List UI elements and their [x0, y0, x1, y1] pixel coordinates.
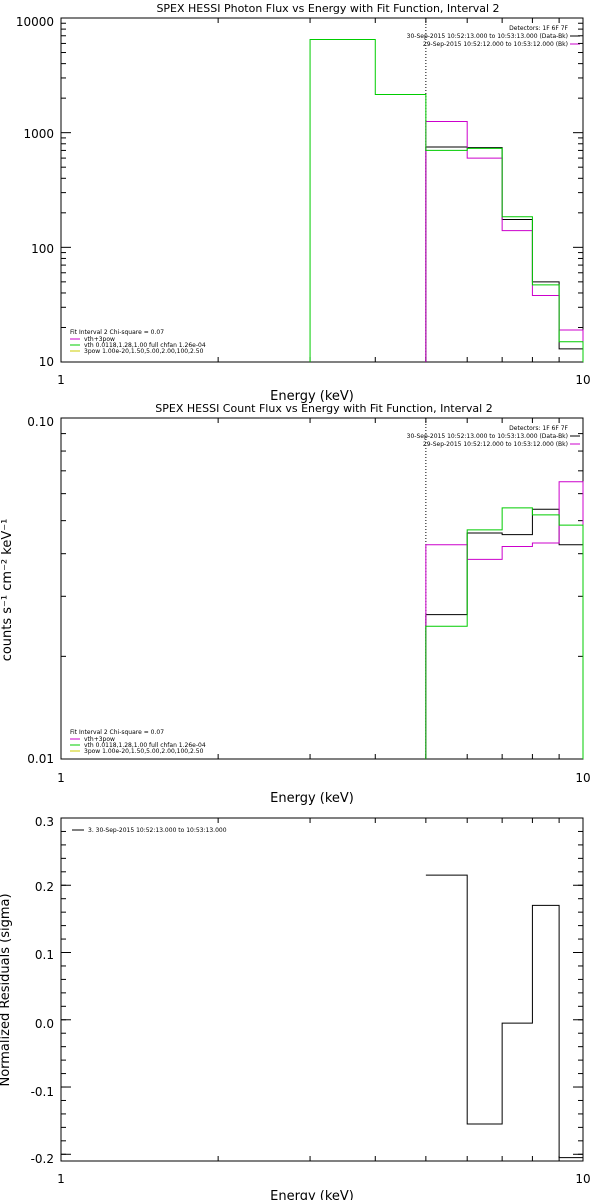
panel3-ytick-0.1: 0.1: [35, 948, 54, 962]
panel1-ytick-10: 10: [39, 355, 54, 369]
panel2-fit-legend-2: vth 0.0118,1.28,1.00 full chfan 1.26e-04: [84, 742, 206, 749]
panel1-xtick-10: 10: [575, 373, 590, 387]
panel1-fit-legend-3: 3pow 1.00e-20,1.50,5.00,2.00,100,2.50: [84, 348, 204, 355]
series-line-vth-3pow: [425, 507, 584, 759]
panel3-xtick-1: 1: [57, 1172, 65, 1186]
series-line-bk: [425, 121, 584, 362]
panel2-ytick-0.01: 0.01: [27, 752, 54, 766]
panel1-ytick-1000: 1000: [23, 127, 54, 141]
series-line-3-30-sep-2015-10-52-13-000-to-10-53-13-000: [425, 874, 583, 1159]
residuals-panel: 0.3 0.2 0.1 0.0 -0.1 -0.2 Normalized Res…: [0, 815, 591, 1200]
panel2-plot-frame: [60, 417, 584, 760]
panel1-fit-legend-title: Fit Interval 2 Chi-square = 0.07: [70, 329, 164, 336]
panel1-ytick-10000: 10000: [16, 15, 54, 29]
panel3-ytick-neg0.2: -0.2: [31, 1152, 54, 1166]
panel1-header-bk: 29-Sep-2015 10:52:12.000 to 10:53:12.000…: [423, 41, 568, 48]
panel3-ytick-0.2: 0.2: [35, 880, 54, 894]
panel2-ytick-0.10: 0.10: [27, 415, 54, 429]
panel1-fit-legend-2: vth 0.0118,1.28,1.00 full chfan 1.26e-04: [84, 342, 206, 349]
series-line-data-bk: [425, 508, 584, 759]
panel2-header-detectors: Detectors: 1F 6F 7F: [509, 425, 568, 432]
panel1-header-detectors: Detectors: 1F 6F 7F: [509, 25, 568, 32]
panel3-series-group: [60, 817, 584, 1161]
panel1-series-group: [60, 17, 584, 363]
panel1-fit-legend-1: vth+3pow: [84, 336, 115, 343]
panel2-header-bk: 29-Sep-2015 10:52:12.000 to 10:53:12.000…: [423, 441, 568, 448]
panel1-xtick-1: 1: [57, 373, 65, 387]
panel3-legend-label: 3. 30-Sep-2015 10:52:13.000 to 10:53:13.…: [88, 827, 227, 834]
panel3-ylabel: Normalized Residuals (sigma): [0, 893, 13, 1086]
photon-flux-panel: SPEX HESSI Photon Flux vs Energy with Fi…: [16, 2, 591, 404]
panel2-series-group: [60, 417, 584, 760]
panel1-ytick-100: 100: [31, 242, 54, 256]
panel1-title: SPEX HESSI Photon Flux vs Energy with Fi…: [156, 2, 499, 15]
panel2-header-data: 30-Sep-2015 10:52:13.000 to 10:53:13.000…: [407, 433, 568, 440]
count-flux-panel: SPEX HESSI Count Flux vs Energy with Fit…: [0, 402, 591, 806]
panel3-ytick-0.0: 0.0: [35, 1017, 54, 1031]
series-line-vth-3pow: [309, 38, 584, 362]
panel3-plot-frame: [60, 817, 584, 1162]
panel2-xtick-10: 10: [575, 771, 590, 785]
panel2-xlabel: Energy (keV): [270, 791, 354, 806]
panel2-xtick-1: 1: [57, 771, 65, 785]
panel2-fit-legend-title: Fit Interval 2 Chi-square = 0.07: [70, 729, 164, 736]
panel1-xlabel: Energy (keV): [270, 389, 354, 404]
panel3-xtick-10: 10: [575, 1172, 590, 1186]
panel3-ytick-neg0.1: -0.1: [31, 1085, 54, 1099]
panel1-header-data: 30-Sep-2015 10:52:13.000 to 10:53:13.000…: [407, 33, 568, 40]
panel2-title: SPEX HESSI Count Flux vs Energy with Fit…: [155, 402, 492, 415]
panel2-fit-legend-1: vth+3pow: [84, 736, 115, 743]
series-line-data-bk: [425, 146, 584, 362]
series-line-bk: [425, 481, 584, 759]
panel2-fit-legend-3: 3pow 1.00e-20,1.50,5.00,2.00,100,2.50: [84, 748, 204, 755]
panel2-ylabel: counts s⁻¹ cm⁻² keV⁻¹: [0, 519, 15, 662]
panel3-xlabel: Energy (keV): [270, 1189, 354, 1200]
panel3-ytick-0.3: 0.3: [35, 815, 54, 829]
panel1-plot-frame: [60, 17, 584, 363]
